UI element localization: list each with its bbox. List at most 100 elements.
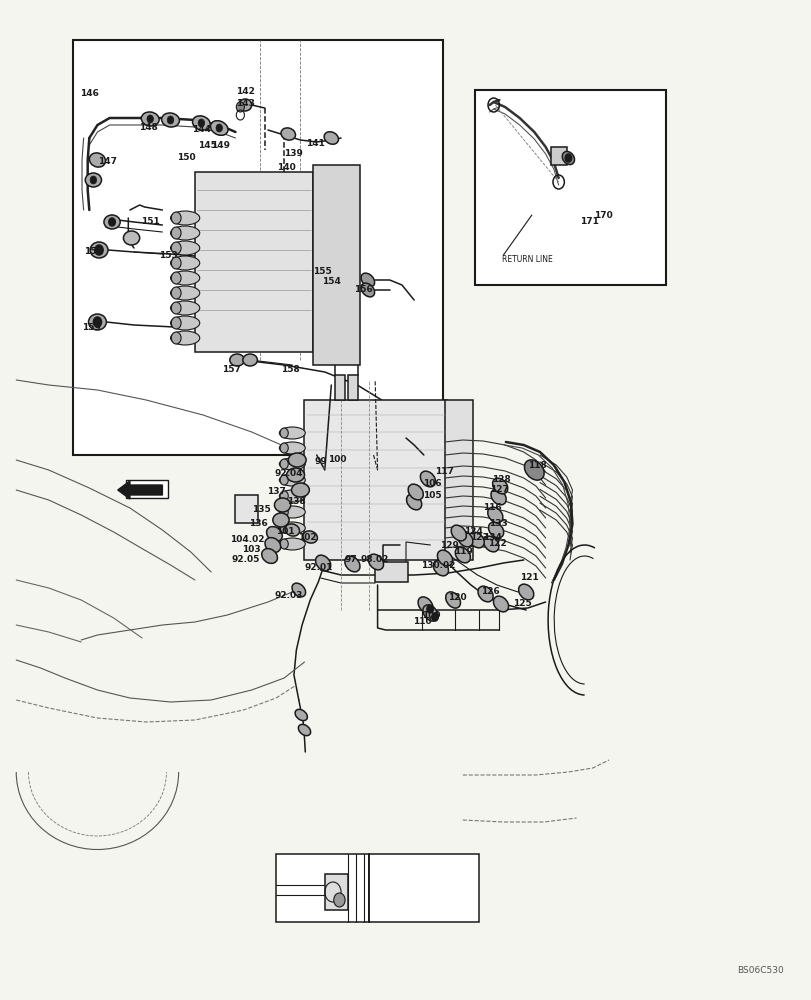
Bar bbox=[550, 147, 566, 165]
Bar bbox=[375, 562, 407, 582]
Text: 155: 155 bbox=[312, 266, 332, 275]
Text: 140: 140 bbox=[277, 162, 296, 172]
Text: 129: 129 bbox=[439, 542, 458, 550]
Ellipse shape bbox=[303, 531, 317, 543]
Ellipse shape bbox=[85, 173, 101, 187]
Text: 98.02: 98.02 bbox=[361, 554, 388, 564]
Bar bbox=[347, 375, 358, 400]
Text: 171: 171 bbox=[579, 217, 599, 226]
Ellipse shape bbox=[170, 301, 200, 315]
Text: 106: 106 bbox=[423, 480, 441, 488]
Ellipse shape bbox=[264, 538, 281, 552]
Ellipse shape bbox=[104, 215, 120, 229]
Text: 157: 157 bbox=[221, 364, 241, 373]
Circle shape bbox=[280, 428, 288, 438]
Bar bbox=[195, 172, 312, 352]
Bar bbox=[73, 40, 442, 455]
Ellipse shape bbox=[210, 121, 228, 135]
Text: 110: 110 bbox=[413, 617, 431, 626]
Ellipse shape bbox=[487, 507, 502, 523]
Ellipse shape bbox=[141, 112, 159, 126]
Circle shape bbox=[280, 475, 288, 485]
Ellipse shape bbox=[170, 286, 200, 300]
Text: 130.02: 130.02 bbox=[421, 560, 455, 570]
Ellipse shape bbox=[285, 524, 299, 536]
Ellipse shape bbox=[279, 442, 305, 454]
Text: 121: 121 bbox=[519, 574, 539, 582]
Ellipse shape bbox=[170, 256, 200, 270]
FancyArrow shape bbox=[118, 481, 162, 499]
Ellipse shape bbox=[89, 153, 105, 167]
Ellipse shape bbox=[279, 458, 305, 470]
Ellipse shape bbox=[279, 506, 305, 518]
Ellipse shape bbox=[292, 583, 305, 597]
Circle shape bbox=[90, 176, 97, 184]
Ellipse shape bbox=[361, 273, 374, 287]
Circle shape bbox=[109, 218, 115, 226]
Circle shape bbox=[280, 459, 288, 469]
Circle shape bbox=[93, 317, 101, 327]
Ellipse shape bbox=[288, 453, 306, 467]
Ellipse shape bbox=[279, 427, 305, 439]
Text: 92.03: 92.03 bbox=[274, 590, 302, 599]
Circle shape bbox=[427, 605, 433, 613]
Circle shape bbox=[236, 102, 244, 112]
Circle shape bbox=[280, 507, 288, 517]
Text: 148: 148 bbox=[139, 123, 158, 132]
Text: 101: 101 bbox=[277, 528, 294, 536]
Ellipse shape bbox=[493, 596, 508, 612]
Text: 144: 144 bbox=[191, 125, 211, 134]
Ellipse shape bbox=[345, 556, 359, 572]
Bar bbox=[334, 375, 345, 400]
Text: FRONT: FRONT bbox=[132, 485, 161, 493]
Ellipse shape bbox=[286, 468, 304, 482]
Text: 138: 138 bbox=[286, 497, 306, 506]
Bar bbox=[304, 400, 446, 560]
Text: 100: 100 bbox=[328, 454, 345, 464]
Text: 118: 118 bbox=[527, 462, 547, 471]
Bar bbox=[126, 480, 168, 498]
Text: 92.01: 92.01 bbox=[304, 564, 332, 572]
Text: 134: 134 bbox=[482, 532, 501, 542]
Circle shape bbox=[280, 523, 288, 533]
Ellipse shape bbox=[368, 554, 383, 570]
Ellipse shape bbox=[315, 555, 330, 571]
Text: 146: 146 bbox=[79, 89, 99, 98]
Circle shape bbox=[171, 302, 181, 314]
Circle shape bbox=[171, 257, 181, 269]
Ellipse shape bbox=[266, 527, 282, 541]
Text: 147: 147 bbox=[98, 157, 118, 166]
Text: 104.02: 104.02 bbox=[230, 534, 264, 544]
Text: 159: 159 bbox=[82, 324, 101, 332]
Bar bbox=[369, 854, 478, 922]
Ellipse shape bbox=[291, 483, 309, 497]
Text: 149: 149 bbox=[211, 141, 230, 150]
Ellipse shape bbox=[274, 498, 290, 512]
Circle shape bbox=[216, 124, 222, 132]
Text: 139: 139 bbox=[284, 148, 303, 157]
Text: 122: 122 bbox=[487, 538, 506, 548]
Bar bbox=[276, 854, 369, 922]
Text: 137: 137 bbox=[266, 488, 285, 496]
Text: 117: 117 bbox=[434, 468, 453, 477]
Ellipse shape bbox=[408, 484, 423, 500]
Text: 136: 136 bbox=[248, 520, 268, 528]
Circle shape bbox=[280, 443, 288, 453]
Ellipse shape bbox=[361, 283, 374, 297]
Ellipse shape bbox=[170, 241, 200, 255]
Ellipse shape bbox=[451, 525, 466, 541]
Text: 158: 158 bbox=[281, 365, 300, 374]
Circle shape bbox=[333, 893, 345, 907]
Text: 128: 128 bbox=[491, 475, 511, 484]
Text: 97: 97 bbox=[344, 556, 357, 564]
Text: 145: 145 bbox=[198, 141, 217, 150]
Ellipse shape bbox=[423, 605, 437, 621]
Text: 154: 154 bbox=[321, 277, 341, 286]
Bar bbox=[324, 874, 347, 910]
Text: 152: 152 bbox=[84, 247, 103, 256]
Ellipse shape bbox=[294, 709, 307, 721]
Text: 135: 135 bbox=[251, 506, 271, 514]
Ellipse shape bbox=[281, 128, 295, 140]
Ellipse shape bbox=[418, 597, 432, 613]
Text: 99: 99 bbox=[314, 458, 327, 466]
